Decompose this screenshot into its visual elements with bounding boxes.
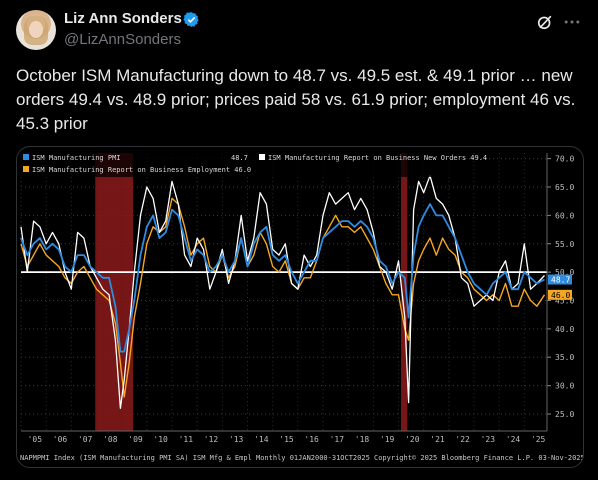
- recession-band: [95, 153, 133, 431]
- y-tick-label: 60.0: [555, 211, 574, 220]
- x-tick-label: '10: [153, 435, 168, 444]
- series-line-pmi: [20, 203, 545, 353]
- x-tick-label: '15: [279, 435, 294, 444]
- last-value-label: 48.7: [551, 276, 570, 285]
- x-tick-label: '18: [355, 435, 370, 444]
- author-name[interactable]: Liz Ann Sonders: [64, 10, 182, 27]
- series-line-new-orders: [20, 175, 545, 409]
- x-tick-label: '24: [506, 435, 521, 444]
- more-options-icon[interactable]: [562, 12, 582, 32]
- verified-badge-icon: [183, 12, 199, 27]
- x-tick-label: '25: [531, 435, 546, 444]
- grok-icon[interactable]: [535, 12, 555, 32]
- last-value-tag: [548, 274, 572, 285]
- chart-footer: NAPMPMI Index (ISM Manufacturing PMI SA)…: [20, 454, 583, 462]
- last-value-tag: [548, 289, 572, 300]
- x-tick-label: '05: [28, 435, 43, 444]
- legend-swatch: [259, 154, 265, 160]
- x-tick-label: '13: [229, 435, 244, 444]
- tweet-header: Liz Ann Sonders @LizAnnSonders: [0, 0, 598, 60]
- legend-swatch: [23, 166, 29, 172]
- x-tick-label: '07: [78, 435, 93, 444]
- x-tick-label: '17: [330, 435, 345, 444]
- last-value-label: 46.0: [551, 291, 570, 300]
- x-tick-label: '11: [179, 435, 194, 444]
- legend-label: ISM Manufacturing PMI: [32, 154, 121, 162]
- y-tick-label: 55.0: [555, 240, 574, 249]
- legend-value: 48.7: [231, 154, 248, 162]
- x-tick-label: '06: [53, 435, 68, 444]
- x-tick-label: '09: [128, 435, 143, 444]
- y-tick-label: 65.0: [555, 183, 574, 192]
- x-tick-label: '19: [380, 435, 395, 444]
- recession-band: [401, 153, 408, 431]
- avatar[interactable]: [16, 10, 56, 50]
- x-tick-label: '21: [430, 435, 445, 444]
- y-tick-label: 45.0: [555, 297, 574, 306]
- x-tick-label: '23: [481, 435, 496, 444]
- y-tick-label: 30.0: [555, 382, 574, 391]
- x-tick-label: '08: [103, 435, 118, 444]
- x-tick-label: '14: [254, 435, 269, 444]
- y-tick-label: 40.0: [555, 325, 574, 334]
- y-tick-label: 50.0: [555, 268, 574, 277]
- ism-chart: 70.0 65.0 60.0 55.0 50.0 45.0 40.0 35.0 30.0 25.0…: [19, 151, 583, 462]
- legend-swatch: [23, 154, 29, 160]
- x-tick-label: '20: [405, 435, 420, 444]
- legend-label: ISM Manufacturing Report on Business New…: [268, 154, 487, 162]
- y-tick-label: 35.0: [555, 353, 574, 362]
- y-tick-label: 70.0: [555, 155, 574, 164]
- x-tick-label: '22: [455, 435, 470, 444]
- x-tick-label: '16: [304, 435, 319, 444]
- legend-label: ISM Manufacturing Report on Business Emp…: [32, 166, 251, 174]
- tweet-text: October ISM Manufacturing down to 48.7 v…: [16, 66, 576, 133]
- author-handle[interactable]: @LizAnnSonders: [64, 31, 181, 48]
- x-tick-label: '12: [204, 435, 219, 444]
- y-tick-label: 25.0: [555, 410, 574, 419]
- chart-image[interactable]: 70.0 65.0 60.0 55.0 50.0 45.0 40.0 35.0 30.0 25.0…: [16, 146, 584, 468]
